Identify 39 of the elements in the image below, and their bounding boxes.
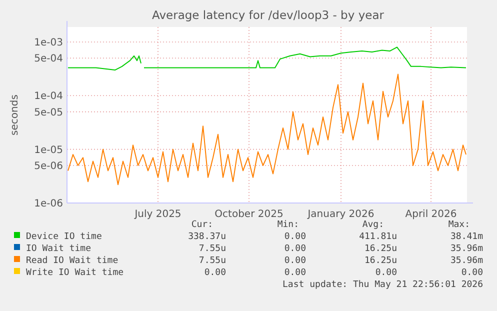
text: Min: bbox=[277, 220, 299, 230]
x-tick-label: January 2026 bbox=[306, 209, 374, 220]
text: 0.00 bbox=[284, 268, 306, 278]
y-axis-title: seconds bbox=[10, 94, 20, 136]
y-tick-label: 5e-04 bbox=[34, 54, 63, 65]
x-tick-label: October 2025 bbox=[214, 209, 284, 220]
text: Avg: bbox=[362, 220, 384, 230]
text: 0.00 bbox=[284, 244, 306, 254]
text: 338.37u bbox=[188, 232, 226, 242]
text: 0.00 bbox=[204, 268, 226, 278]
text: 411.81u bbox=[359, 232, 397, 242]
y-tick-label: 1e-06 bbox=[34, 198, 63, 210]
text: 7.55u bbox=[198, 256, 226, 266]
text: Cur: bbox=[191, 220, 213, 230]
text: 35.96m bbox=[450, 244, 483, 254]
y-tick-label: 1e-04 bbox=[34, 91, 63, 102]
y-tick-label: 5e-06 bbox=[34, 160, 63, 172]
text: 35.96m bbox=[450, 256, 483, 266]
y-tick-label: 1e-05 bbox=[34, 144, 63, 156]
y-tick-label: 5e-05 bbox=[34, 107, 63, 118]
y-tick-label: 1e-03 bbox=[34, 37, 63, 48]
legend-label: IO Wait time bbox=[26, 244, 92, 254]
x-tick-label: July 2025 bbox=[134, 209, 182, 220]
legend-label: Device IO time bbox=[26, 232, 102, 242]
legend-label: Read IO Wait time bbox=[26, 256, 118, 266]
text: 0.00 bbox=[461, 268, 483, 278]
text: 16.25u bbox=[364, 256, 397, 266]
text: 16.25u bbox=[364, 244, 397, 254]
text: Last update: Thu May 21 22:56:01 2026 bbox=[282, 280, 483, 290]
text: 38.41m bbox=[450, 232, 483, 242]
line-series bbox=[68, 74, 466, 186]
x-tick-label: April 2026 bbox=[405, 209, 457, 220]
text: Max: bbox=[448, 220, 470, 230]
text: 0.00 bbox=[375, 268, 397, 278]
text: 7.55u bbox=[198, 244, 226, 254]
chart-title: Average latency for /dev/loop3 - by year bbox=[152, 8, 384, 22]
text: 0.00 bbox=[284, 232, 306, 242]
legend-label: Write IO Wait time bbox=[26, 268, 124, 278]
text: 0.00 bbox=[284, 256, 306, 266]
